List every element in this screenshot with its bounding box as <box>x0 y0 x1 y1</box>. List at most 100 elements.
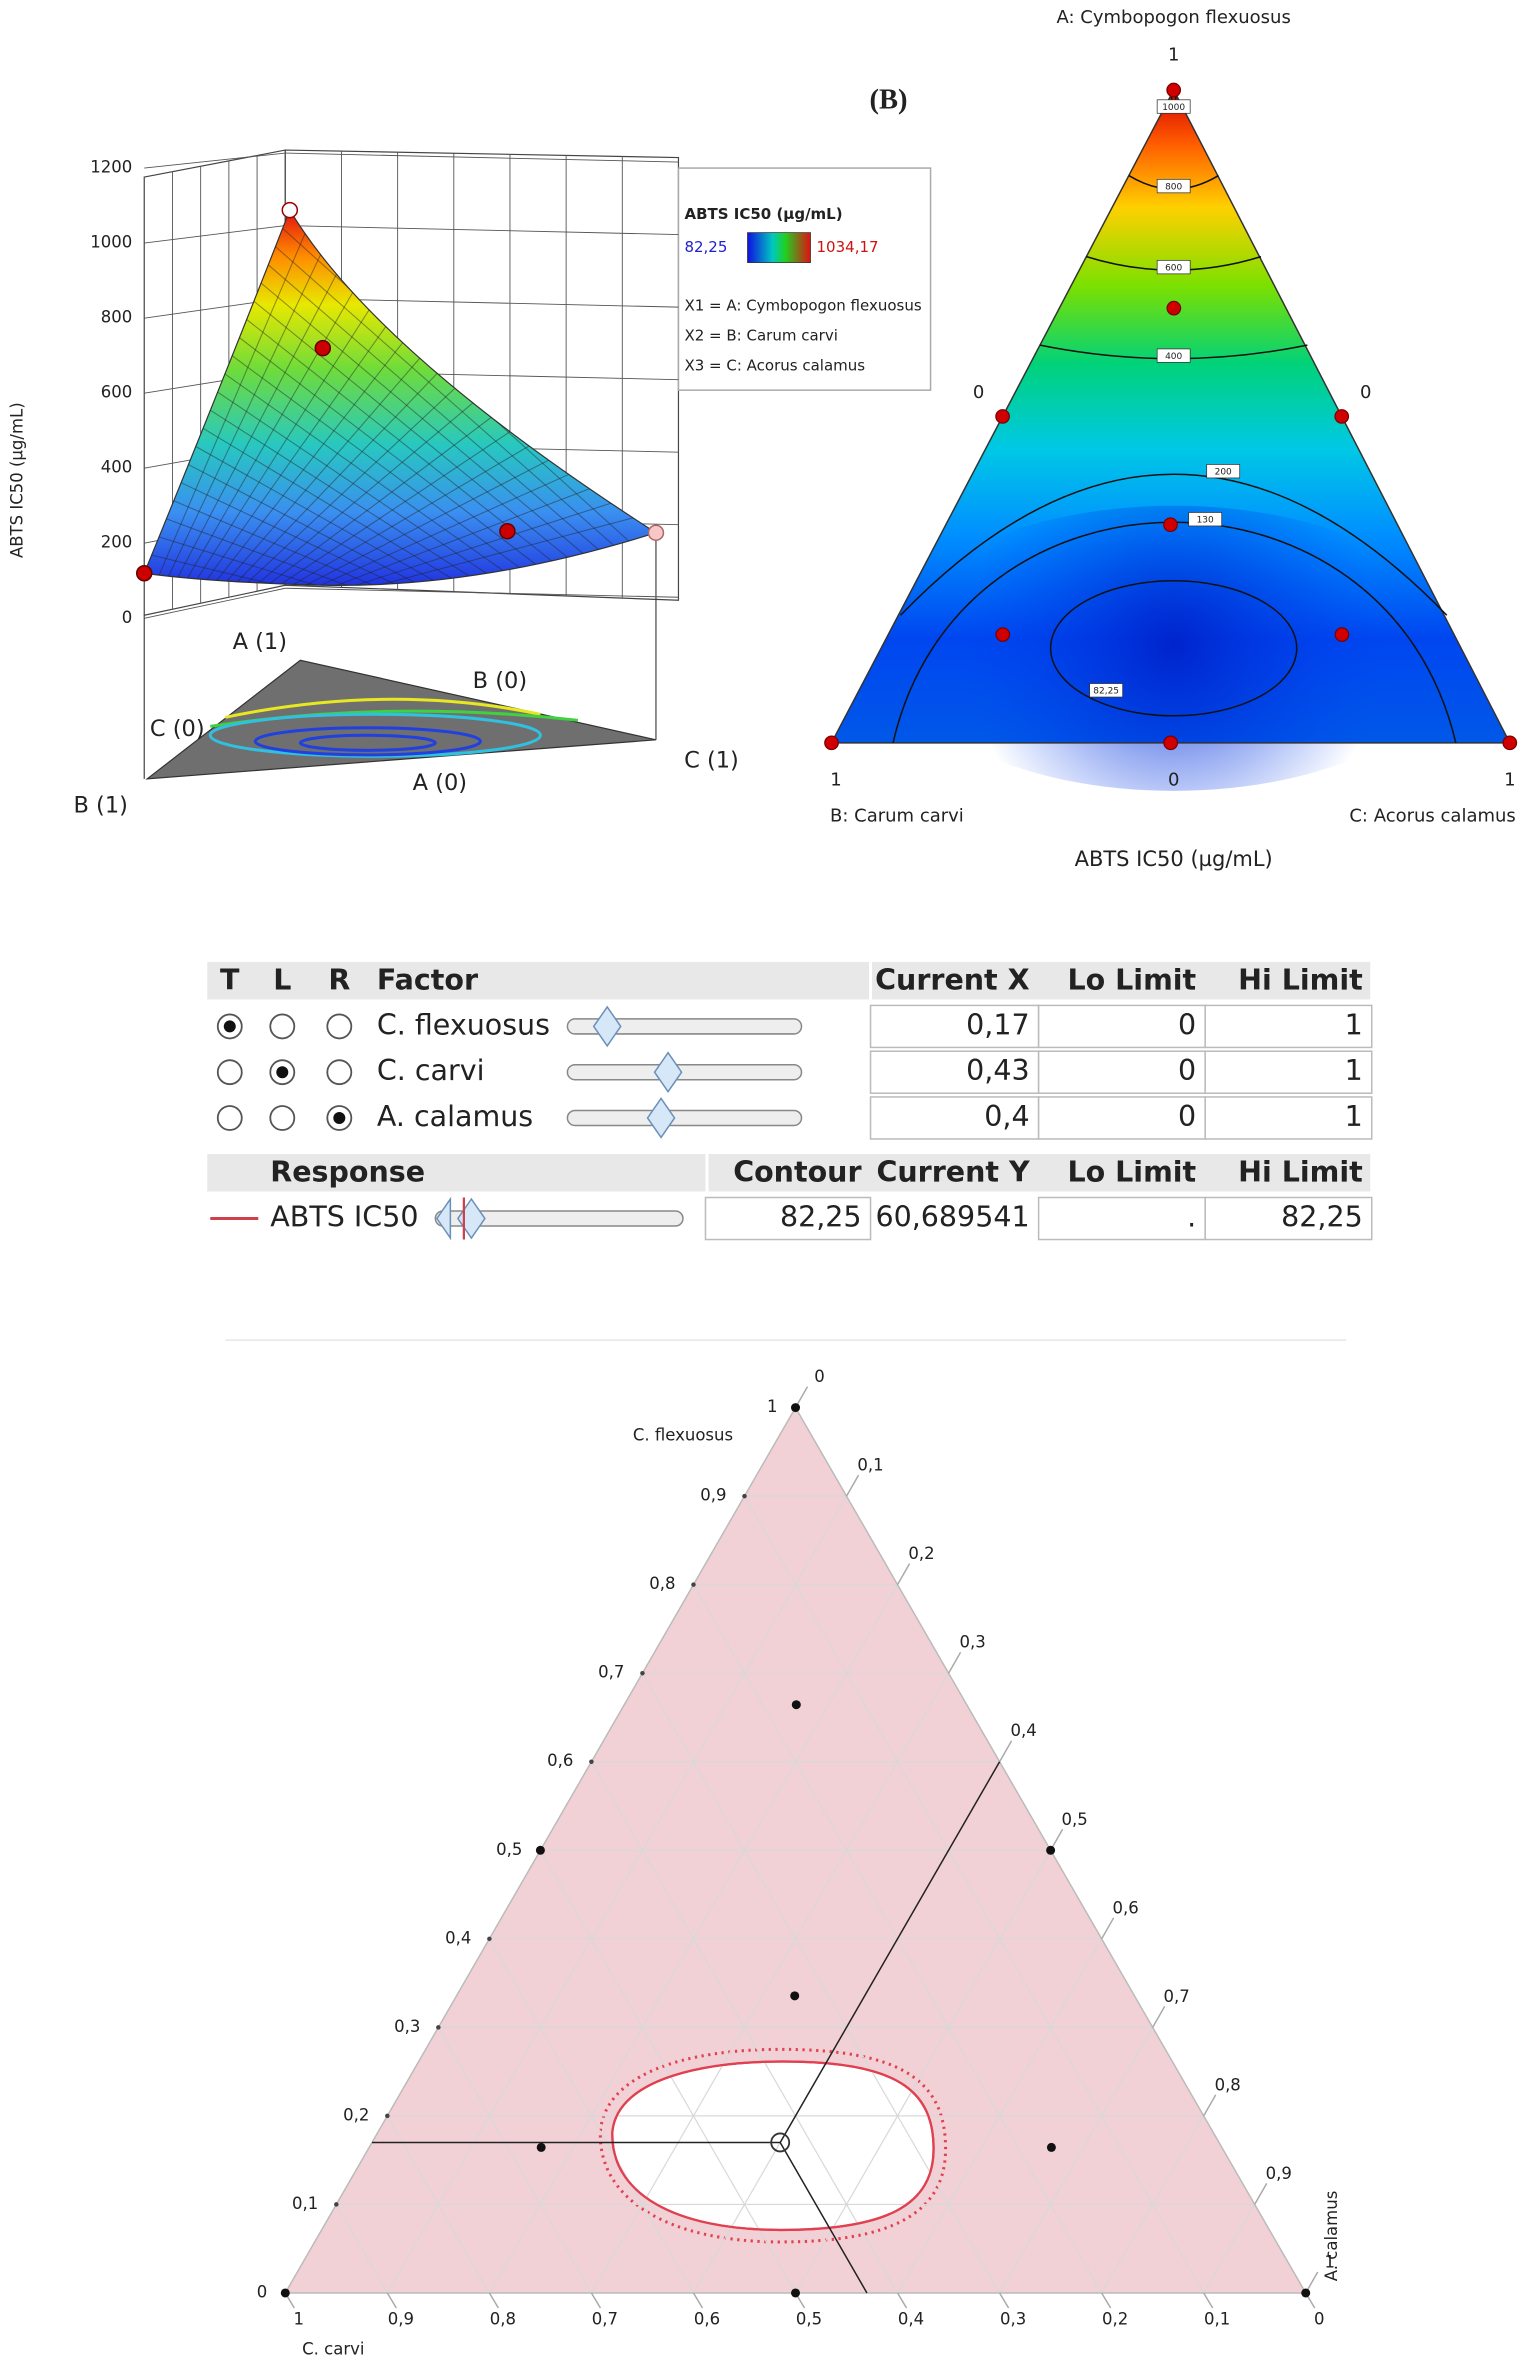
tick-label: 0,8 <box>649 1574 675 1593</box>
base-contour <box>298 733 437 752</box>
axis-tick-label: 0 <box>973 382 984 403</box>
column-header: Hi Limit <box>1238 1155 1363 1188</box>
contour-plot: (B) A: Cymbopogon flexuosus B: Carum car… <box>824 7 1518 871</box>
column-header: Lo Limit <box>1067 1155 1196 1188</box>
value-cell <box>869 1050 1040 1094</box>
crosshair <box>779 1761 1001 2143</box>
slider-handle[interactable] <box>435 1196 452 1241</box>
design-point <box>1163 735 1179 751</box>
contour-label-box <box>1206 464 1241 479</box>
slider-handle[interactable] <box>653 1051 683 1094</box>
contour-label: 800 <box>1165 182 1182 192</box>
tick-mark <box>947 1651 962 1674</box>
current-x: 0,4 <box>984 1100 1029 1133</box>
response-surface <box>143 208 658 587</box>
column-header: Current Y <box>876 1155 1029 1188</box>
slider-track[interactable] <box>566 1063 803 1081</box>
mesh-line <box>165 518 373 586</box>
grid-line <box>144 152 286 169</box>
radio-button[interactable] <box>326 1013 353 1040</box>
tick-mark <box>1100 1917 1115 1940</box>
slider-handle[interactable] <box>592 1005 622 1048</box>
radio-button[interactable] <box>326 1059 353 1086</box>
tick-mark <box>896 1563 911 1586</box>
tick-label: 0 <box>1314 2309 1325 2328</box>
slider-handle[interactable] <box>456 1197 486 1240</box>
tick-label: 0,7 <box>592 2309 618 2328</box>
tick-mark <box>487 1936 492 1942</box>
grid-line <box>590 1761 899 2294</box>
z-tick-label: 1200 <box>90 158 132 177</box>
design-point <box>824 735 839 751</box>
tick-label: 0,6 <box>547 1751 573 1770</box>
grid-line <box>794 1849 1052 2294</box>
x-axis-title: ABTS IC50 (µg/mL) <box>1075 847 1273 871</box>
corner-label: B (1) <box>73 792 127 818</box>
mesh-line <box>173 500 390 586</box>
design-point <box>791 2288 801 2298</box>
lo-limit: 0 <box>1178 1008 1196 1041</box>
hi-limit: 1 <box>1345 1008 1363 1041</box>
header-cell <box>204 958 873 1003</box>
slider-handle[interactable] <box>646 1097 676 1139</box>
column-header: Hi Limit <box>1238 963 1363 996</box>
tick-label: 0,8 <box>1215 2075 1241 2094</box>
tick-mark <box>896 2292 908 2309</box>
contour-label-box <box>1156 99 1191 114</box>
axis-title: C. flexuosus <box>633 1426 733 1445</box>
mesh-line <box>202 427 457 582</box>
tick-mark <box>1100 2292 1112 2309</box>
mesh-line <box>304 499 620 586</box>
radio-button[interactable] <box>216 1105 243 1131</box>
tick-mark <box>1254 2183 1268 2205</box>
column-header: Response <box>270 1155 425 1188</box>
color-bar <box>747 232 811 263</box>
header-cell <box>869 958 1374 1003</box>
vertex-label: A: Cymbopogon flexuosus <box>1057 7 1291 28</box>
z-tick-label: 400 <box>101 458 133 477</box>
tick-mark <box>488 2292 500 2309</box>
ternary-shade <box>888 505 1459 791</box>
tick-label: 0,5 <box>796 2309 822 2328</box>
tick-mark <box>998 2292 1010 2309</box>
surface-mesh <box>151 226 640 586</box>
radio-dot <box>223 1020 236 1033</box>
vertex-label: C: Acorus calamus <box>1349 805 1515 826</box>
tick-mark <box>436 2025 441 2030</box>
panel-label: (B) <box>870 85 908 116</box>
slider-track[interactable] <box>566 1109 803 1127</box>
grid-line <box>488 1938 694 2294</box>
tick-label: 0,7 <box>1164 1987 1190 2006</box>
column-header: T <box>220 963 240 996</box>
tick-label: 0,1 <box>292 2194 318 2213</box>
radio-button[interactable] <box>216 1059 243 1086</box>
slider-track[interactable] <box>566 1018 803 1035</box>
design-point <box>1502 735 1518 751</box>
tick-label: 0,7 <box>598 1663 624 1682</box>
base-contour <box>208 712 542 758</box>
slider-track[interactable] <box>434 1210 684 1227</box>
mesh-line <box>161 242 327 586</box>
legend-title: ABTS IC50 (µg/mL) <box>684 205 842 223</box>
value-cell <box>869 1004 1040 1049</box>
factor-name: A. calamus <box>377 1100 533 1133</box>
tick-label: 0,2 <box>343 2105 369 2124</box>
tick-label: 0,4 <box>898 2309 924 2328</box>
header-cell <box>204 1150 709 1195</box>
tick-mark <box>386 2292 397 2309</box>
design-point <box>995 627 1011 642</box>
radio-button[interactable] <box>269 1105 296 1131</box>
design-point <box>1301 2288 1311 2298</box>
radio-button[interactable] <box>269 1013 296 1040</box>
value-cell <box>869 1096 1040 1140</box>
legend-factor: X1 = A: Cymbopogon flexuosus <box>684 297 921 315</box>
grid <box>335 1495 1256 2294</box>
hi-limit: 1 <box>1345 1054 1363 1087</box>
mesh-line <box>179 274 364 586</box>
radio-dot <box>276 1066 289 1079</box>
legend-box <box>677 167 932 391</box>
tick-label: 1 <box>767 1397 778 1416</box>
contour-label: 1000 <box>1162 103 1185 113</box>
axis-tick-label: 0 <box>1168 769 1179 790</box>
